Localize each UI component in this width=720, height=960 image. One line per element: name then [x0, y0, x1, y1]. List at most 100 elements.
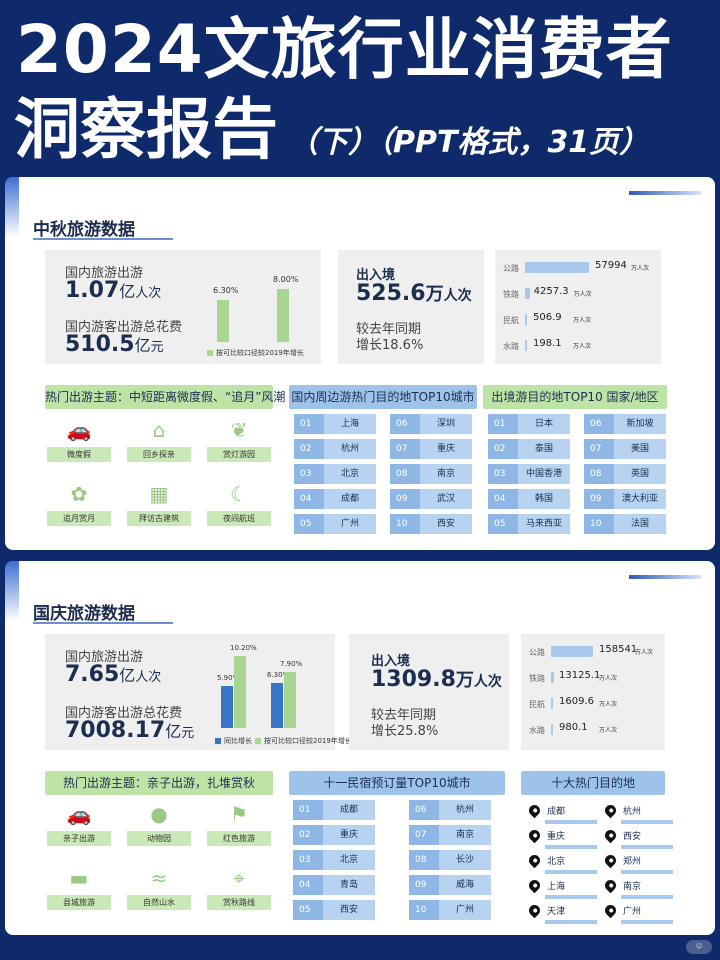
- unit2: 人次: [473, 674, 502, 690]
- city-name: 上海: [340, 419, 359, 429]
- bar-按可比较口径较2019年增长-2: [284, 671, 296, 728]
- theme-label: 夜间航班: [207, 511, 271, 526]
- rank-number: 06: [584, 414, 614, 434]
- mid-autumn-section-title: 中秋旅游数据: [33, 220, 135, 240]
- theme-item: ⌂ 回乡探亲: [127, 417, 191, 462]
- destination-underline: [621, 820, 673, 824]
- rank-number: 05: [294, 514, 324, 534]
- city-item: 01 上海: [294, 414, 376, 434]
- theme-label: 拜访古建筑: [127, 511, 191, 526]
- destination-item: 北京: [526, 852, 599, 879]
- legend-swatch: [255, 738, 261, 744]
- transport-row: 水路 980.1 万人次: [521, 720, 665, 742]
- mid-autumn-growth-chart: 6.30% 8.00% 按可比较口径较2019年增长: [205, 260, 315, 360]
- city-name: 中国香港: [525, 469, 562, 479]
- page-subtitle: （下）（PPT格式，31页）: [288, 125, 650, 160]
- theme-item: ⚑ 红色旅游: [207, 801, 271, 846]
- rank-number: 05: [488, 514, 518, 534]
- value: 525.6: [356, 281, 426, 306]
- mid-autumn-stats-panel: 国内旅游出游 1.07亿人次 国内游客出游总花费 510.5亿元 6.30% 8.…: [45, 250, 321, 364]
- destination-underline: [545, 870, 597, 874]
- rank-number: 10: [390, 514, 420, 534]
- city-item: 04 青岛: [293, 875, 375, 895]
- city-item: 10 广州: [409, 900, 491, 920]
- bar-value-label: 5.90%: [217, 674, 240, 683]
- theme-item: ❦ 赏灯游园: [207, 417, 271, 462]
- city-item: 03 中国香港: [488, 464, 570, 484]
- city-item: 09 威海: [409, 875, 491, 895]
- unit2: 人次: [135, 670, 162, 685]
- map-pin-icon: [526, 802, 543, 819]
- transport-value: 13125.1: [559, 670, 601, 681]
- legend-swatch: [207, 350, 213, 356]
- car-icon: 🚗: [66, 802, 92, 826]
- theme-label: 回乡探亲: [127, 447, 191, 462]
- map-pin-icon: [602, 827, 619, 844]
- city-item: 10 西安: [390, 514, 472, 534]
- spend-label: 国内游客出游总花费: [65, 706, 183, 721]
- yoy-label: 较去年同期: [356, 322, 422, 337]
- rank-number: 09: [409, 875, 439, 895]
- transport-mode: 铁路: [529, 674, 545, 683]
- city-item: 06 杭州: [409, 800, 491, 820]
- flag-icon: ⚑: [230, 802, 248, 826]
- city-item: 05 西安: [293, 900, 375, 920]
- transport-value: 506.9: [533, 312, 562, 323]
- rank-number: 09: [584, 489, 614, 509]
- city-name: 杭州: [455, 805, 474, 815]
- destination-name: 广州: [623, 907, 642, 917]
- domestic-trips-label: 国内旅游出游: [65, 266, 144, 281]
- city-name: 成都: [340, 494, 359, 504]
- rank-number: 04: [293, 875, 323, 895]
- bar-value-label: 6.30%: [267, 671, 290, 680]
- building-icon: ▦: [149, 482, 169, 506]
- map-pin-icon: [602, 802, 619, 819]
- rank-number: 05: [293, 900, 323, 920]
- city-name: 马来西亚: [525, 519, 562, 529]
- destination-item: 南京: [602, 877, 675, 904]
- transport-unit: 万人次: [635, 649, 654, 656]
- transport-unit: 万人次: [599, 675, 618, 682]
- nearby-top10-title: 国内周边游热门目的地TOP10城市: [289, 385, 477, 409]
- theme-label: 动物园: [127, 831, 191, 846]
- transport-mode: 公路: [503, 264, 519, 273]
- unit: 亿: [119, 282, 136, 301]
- mid-autumn-theme-title: 热门出游主题：中短距离微度假、“追月”风潮: [45, 385, 285, 409]
- transport-unit: 万人次: [573, 291, 592, 298]
- rank-number: 06: [409, 800, 439, 820]
- rank-number: 07: [409, 825, 439, 845]
- rank-number: 10: [409, 900, 439, 920]
- city-item: 04 韩国: [488, 489, 570, 509]
- unit2: 人次: [135, 286, 162, 301]
- city-item: 08 南京: [390, 464, 472, 484]
- bar-value-label: 6.30%: [213, 286, 239, 295]
- destination-underline: [545, 820, 597, 824]
- transport-row: 铁路 4257.3 万人次: [495, 284, 661, 306]
- rank-number: 09: [390, 489, 420, 509]
- crossborder-value: 1309.8万人次: [371, 666, 502, 692]
- city-name: 重庆: [436, 444, 455, 454]
- rank-number: 02: [294, 439, 324, 459]
- rank-number: 08: [390, 464, 420, 484]
- rank-number: 03: [488, 464, 518, 484]
- transport-bar: [551, 698, 553, 709]
- transport-unit: 万人次: [573, 343, 592, 350]
- destination-name: 南京: [623, 882, 642, 892]
- city-item: 07 美国: [584, 439, 666, 459]
- city-name: 西安: [436, 519, 455, 529]
- transport-bar: [525, 340, 527, 351]
- card-accent: [5, 561, 19, 621]
- theme-item: 🚗 亲子出游: [47, 801, 111, 846]
- yoy-label: 较去年同期: [371, 708, 437, 723]
- city-item: 06 新加坡: [584, 414, 666, 434]
- house-icon: ⌂: [152, 418, 166, 442]
- theme-item: 🚗 微度假: [47, 417, 111, 462]
- city-item: 09 澳大利亚: [584, 489, 666, 509]
- unit: 万: [425, 284, 444, 305]
- rank-number: 03: [293, 850, 323, 870]
- transport-unit: 万人次: [599, 727, 618, 734]
- rank-number: 07: [584, 439, 614, 459]
- bar-按可比较口径较2019年增长-1: [234, 655, 246, 728]
- theme-item: ✿ 追月赏月: [47, 481, 111, 526]
- flower-icon: ✿: [70, 482, 88, 506]
